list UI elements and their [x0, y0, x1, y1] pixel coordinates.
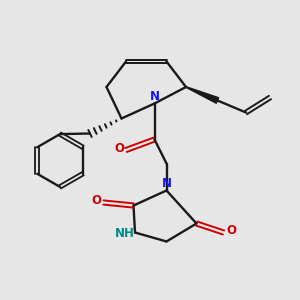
Text: N: N	[149, 90, 160, 104]
Text: NH: NH	[115, 226, 134, 240]
Text: N: N	[161, 177, 172, 190]
Text: O: O	[91, 194, 101, 207]
Text: O: O	[114, 142, 124, 155]
Polygon shape	[186, 87, 219, 103]
Text: O: O	[226, 224, 236, 238]
